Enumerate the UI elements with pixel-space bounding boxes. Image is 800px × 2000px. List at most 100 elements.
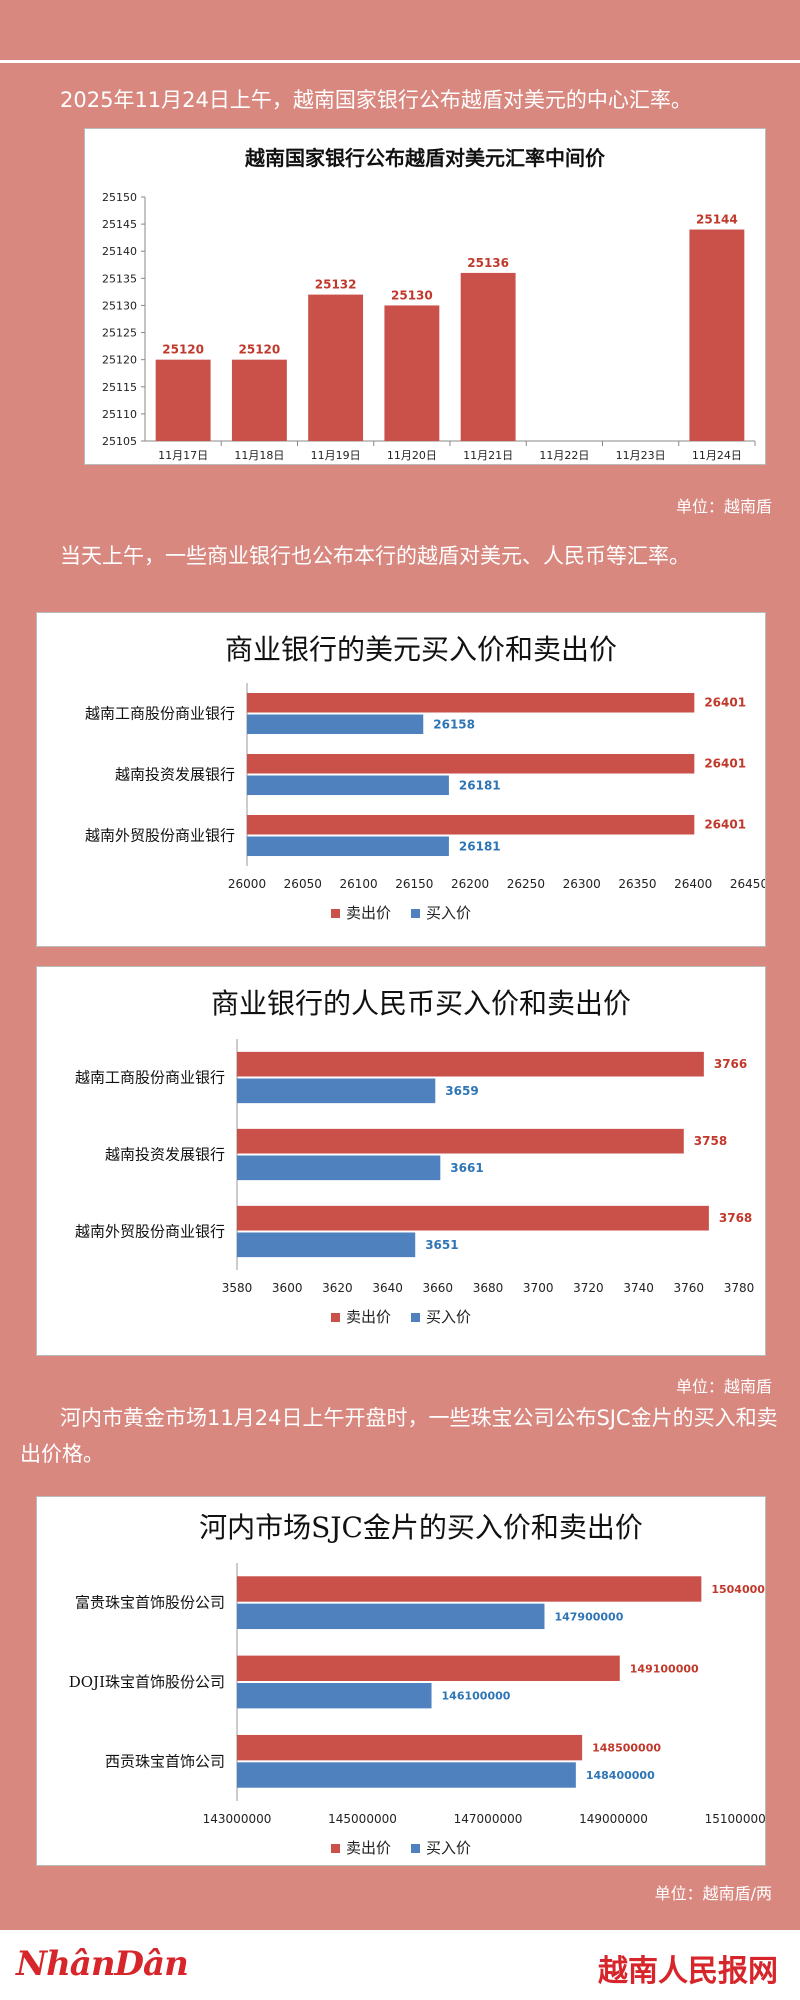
- sell-data-label: 3766: [714, 1057, 747, 1071]
- unit-label-3: 单位：越南盾/两: [654, 1884, 772, 1903]
- x-tick-label: 3600: [272, 1281, 303, 1295]
- buy-bar: [237, 1762, 576, 1788]
- legend-buy-swatch: [411, 1844, 420, 1853]
- legend-buy-swatch: [411, 1313, 420, 1322]
- legend-sell-label: 卖出价: [346, 904, 391, 922]
- chart-panel-cny: 商业银行的人民币买入价和卖出价越南工商股份商业银行 3766 3659 越南投资发展银…: [36, 966, 766, 1356]
- y-tick-label: 25120: [102, 354, 137, 367]
- footer-bar: NhânDân 越南人民报网: [0, 1930, 800, 2000]
- sell-data-label: 149100000: [630, 1662, 699, 1675]
- x-tick-label: 3580: [222, 1281, 253, 1295]
- gold-paragraph: 河内市黄金市场11月24日上午开盘时，一些珠宝公司公布SJC金片的买入和卖出价格…: [20, 1406, 778, 1466]
- y-tick-label: 25110: [102, 408, 137, 421]
- sell-bar: [237, 1576, 702, 1602]
- legend-buy-label: 买入价: [426, 904, 471, 922]
- x-tick-label: 26100: [339, 877, 377, 891]
- category-label: 越南外贸股份商业银行: [75, 1223, 225, 1241]
- sell-data-label: 150400000: [711, 1583, 765, 1596]
- buy-data-label: 3651: [425, 1238, 458, 1252]
- sell-bar: [237, 1205, 709, 1231]
- category-label: 越南工商股份商业银行: [75, 1069, 225, 1087]
- chart-panel-usd: 商业银行的美元买入价和卖出价 越南工商股份商业银行 26401 26158 越南投资发展…: [36, 612, 766, 947]
- site-name: 越南人民报网: [598, 1954, 778, 1989]
- unit-label-2: 单位：越南盾: [675, 1377, 772, 1396]
- buy-data-label: 26181: [459, 778, 501, 792]
- y-tick-label: 25105: [102, 435, 137, 448]
- x-tick-label: 26300: [563, 877, 601, 891]
- x-tick-label: 3700: [523, 1281, 554, 1295]
- buy-data-label: 147900000: [554, 1610, 623, 1623]
- sell-data-label: 26401: [704, 696, 746, 710]
- sell-data-label: 26401: [704, 818, 746, 832]
- x-tick-label: 11月23日: [616, 449, 666, 462]
- central-rate-chart: 越南国家银行公布越盾对美元汇率中间价 25105 25110 25115 25120 25…: [102, 146, 756, 462]
- x-tick-label: 3720: [573, 1281, 604, 1295]
- buy-data-label: 26181: [459, 839, 501, 853]
- x-tick-label: 3620: [322, 1281, 353, 1295]
- x-tick-label: 143000000: [203, 1812, 272, 1826]
- category-label: 越南投资发展银行: [105, 1146, 225, 1164]
- x-tick-label: 3740: [623, 1281, 654, 1295]
- intro-paragraph: 2025年11月24日上午，越南国家银行公布越盾对美元的中心汇率。: [60, 88, 692, 112]
- buy-bar: [247, 714, 424, 735]
- y-tick-label: 25150: [102, 191, 137, 204]
- sell-bar: [237, 1734, 583, 1761]
- sell-bar: [237, 1051, 704, 1077]
- buy-data-label: 146100000: [442, 1690, 511, 1703]
- x-tick-label: 11月20日: [387, 449, 437, 462]
- x-tick-label: 3780: [724, 1281, 755, 1295]
- category-label: 越南工商股份商业银行: [85, 705, 235, 723]
- y-tick-label: 25140: [102, 245, 137, 258]
- x-tick-label: 26450: [730, 877, 765, 891]
- sell-data-label: 3758: [694, 1134, 727, 1148]
- bar: [155, 359, 211, 441]
- nhandan-logo: NhânDân: [16, 1944, 189, 1984]
- x-tick-label: 26350: [618, 877, 656, 891]
- legend-sell-swatch: [331, 1313, 340, 1322]
- x-tick-label: 26050: [284, 877, 322, 891]
- chart-title: 越南国家银行公布越盾对美元汇率中间价: [244, 146, 606, 170]
- buy-bar: [247, 775, 449, 796]
- buy-data-label: 26158: [433, 717, 475, 731]
- buy-bar: [237, 1155, 441, 1181]
- buy-data-label: 3659: [445, 1084, 478, 1098]
- legend-buy-swatch: [411, 909, 420, 918]
- legend-sell-label: 卖出价: [346, 1308, 391, 1326]
- legend-sell-swatch: [331, 1844, 340, 1853]
- x-tick-label: 3680: [473, 1281, 504, 1295]
- unit-label-1: 单位：越南盾: [675, 497, 772, 516]
- x-tick-label: 11月18日: [234, 449, 284, 462]
- sell-bar: [247, 814, 695, 835]
- x-tick-label: 3760: [674, 1281, 705, 1295]
- category-label: 越南外贸股份商业银行: [85, 827, 235, 845]
- buy-data-label: 148400000: [586, 1769, 655, 1782]
- buy-data-label: 3661: [450, 1161, 483, 1175]
- data-label: 25132: [315, 278, 357, 292]
- y-tick-label: 25130: [102, 299, 137, 312]
- category-label: DOJI珠宝首饰股份公司: [69, 1673, 225, 1691]
- bar: [308, 294, 364, 441]
- commercial-bank-paragraph: 当天上午，一些商业银行也公布本行的越盾对美元、人民币等汇率。: [60, 544, 690, 568]
- x-tick-label: 151000000: [705, 1812, 765, 1826]
- sell-bar: [237, 1655, 620, 1681]
- category-label: 西贡珠宝首饰公司: [105, 1752, 225, 1770]
- legend-sell-swatch: [331, 909, 340, 918]
- x-tick-label: 145000000: [328, 1812, 397, 1826]
- bar: [689, 229, 745, 441]
- x-tick-label: 26400: [674, 877, 712, 891]
- data-label: 25120: [162, 343, 204, 357]
- x-tick-label: 26200: [451, 877, 489, 891]
- data-label: 25144: [696, 213, 738, 227]
- legend-buy-label: 买入价: [426, 1308, 471, 1326]
- sell-data-label: 3768: [719, 1211, 752, 1225]
- x-tick-label: 11月17日: [158, 449, 208, 462]
- x-tick-label: 26150: [395, 877, 433, 891]
- chart-title: 商业银行的人民币买入价和卖出价: [211, 987, 631, 1020]
- y-tick-label: 25115: [102, 381, 137, 394]
- buy-bar: [237, 1683, 432, 1709]
- buy-bar: [247, 836, 449, 857]
- y-tick-label: 25145: [102, 218, 137, 231]
- x-tick-label: 11月22日: [539, 449, 589, 462]
